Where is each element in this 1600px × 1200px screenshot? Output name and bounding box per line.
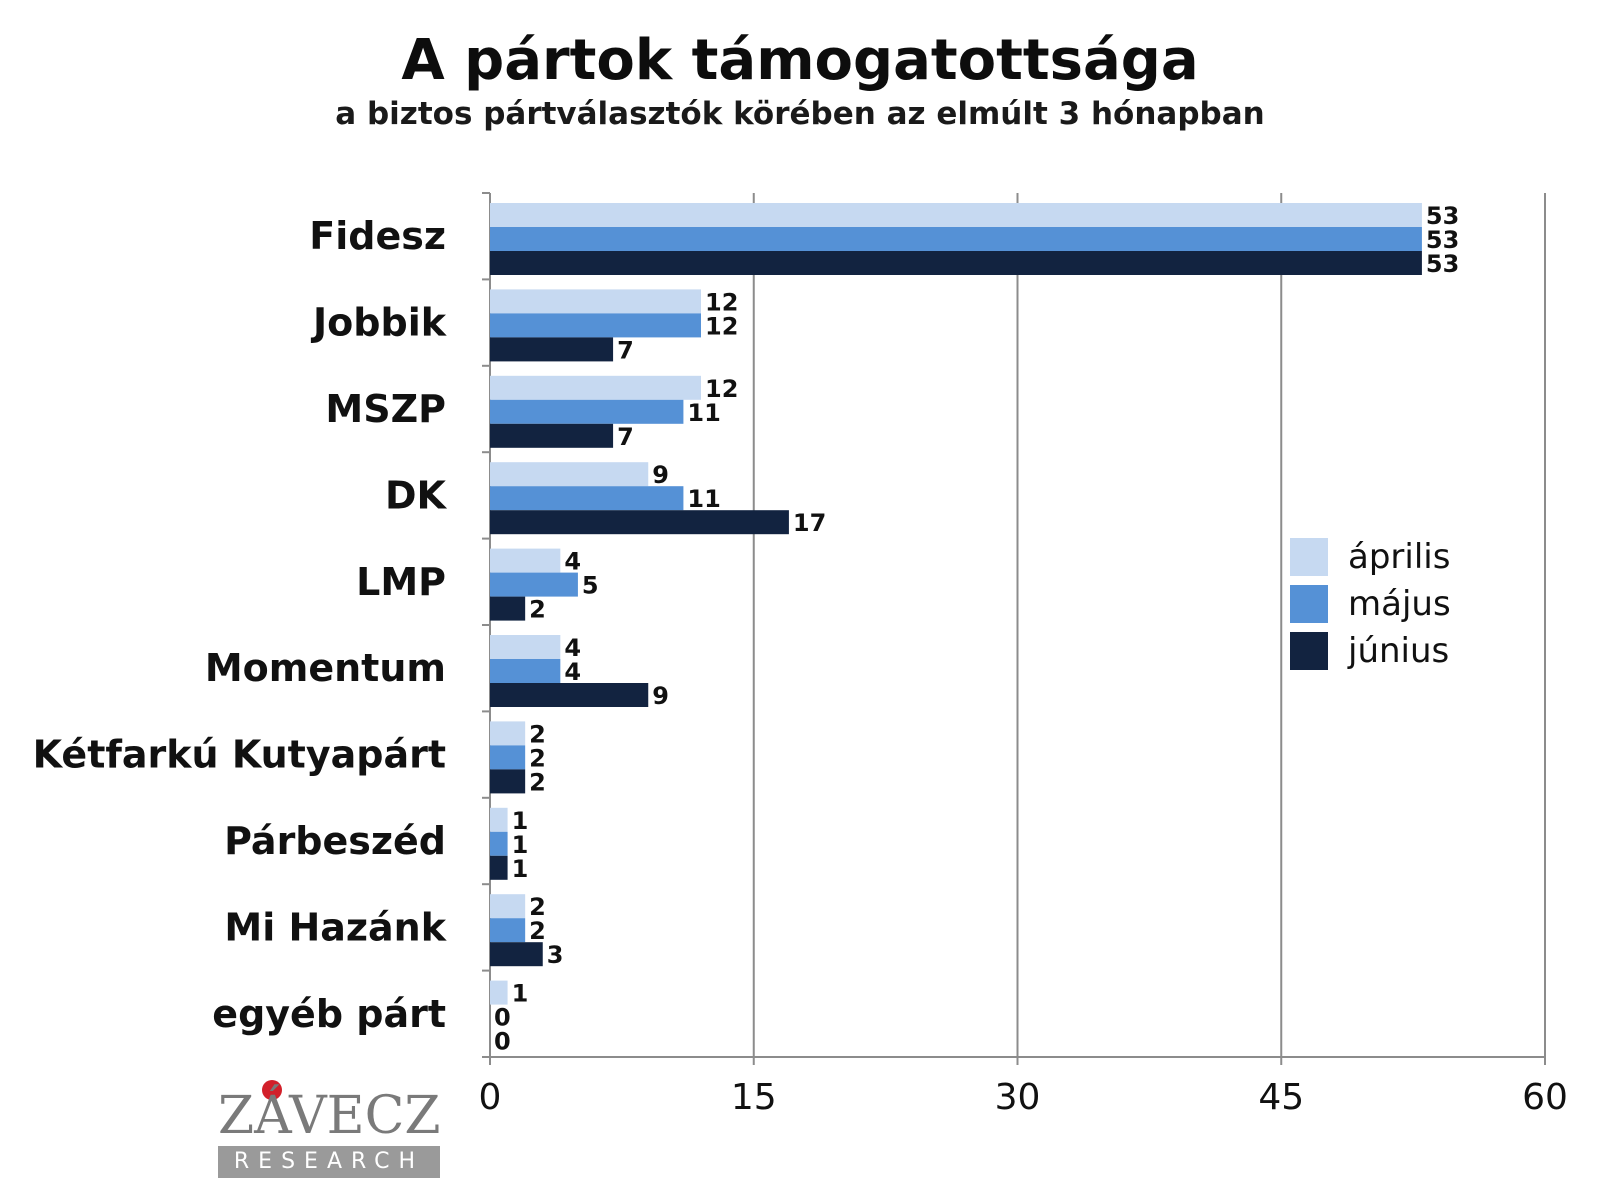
bar-május	[490, 313, 701, 338]
bar-április	[490, 721, 526, 746]
value-label: 3	[547, 941, 564, 969]
value-label: 1	[512, 980, 529, 1008]
bar-április	[490, 980, 508, 1005]
value-label: 9	[652, 682, 669, 710]
bar-június	[490, 855, 508, 880]
legend-swatch-április	[1290, 538, 1328, 576]
tick-label-45: 45	[1258, 1077, 1304, 1118]
tick-label-60: 60	[1522, 1077, 1568, 1118]
category-label: MSZP	[325, 387, 446, 431]
value-label: 2	[529, 893, 546, 921]
bar-június	[490, 769, 526, 794]
legend-label-június: június	[1347, 631, 1449, 671]
category-label: Momentum	[205, 646, 446, 690]
value-label: 2	[529, 744, 546, 772]
bar-április	[490, 462, 649, 487]
value-label: 2	[529, 917, 546, 945]
category-label: LMP	[356, 560, 446, 604]
value-label: 11	[687, 399, 720, 427]
value-label: 11	[687, 485, 720, 513]
value-label: 7	[617, 423, 634, 451]
tick-label-0: 0	[479, 1077, 502, 1118]
tick-label-30: 30	[995, 1077, 1041, 1118]
bar-május	[490, 486, 684, 511]
bar-április	[490, 289, 701, 314]
legend-label-április: április	[1348, 537, 1450, 577]
category-label: Mi Hazánk	[224, 905, 446, 949]
bar-április	[490, 375, 701, 400]
value-label: 1	[512, 807, 529, 835]
logo-red-dot	[262, 1080, 282, 1100]
bar-május	[490, 831, 508, 856]
legend: április május június	[1290, 537, 1451, 671]
tick-label-15: 15	[731, 1077, 777, 1118]
chart-subtitle: a biztos pártválasztók körében az elmúlt…	[335, 96, 1265, 132]
value-label: 9	[652, 461, 669, 489]
value-label: 53	[1426, 250, 1459, 278]
chart-title: A pártok támogatottsága	[401, 28, 1199, 93]
value-label: 12	[705, 288, 738, 316]
bar-június	[490, 423, 614, 448]
value-label: 7	[617, 336, 634, 364]
value-label: 53	[1426, 202, 1459, 230]
value-label: 0	[494, 1028, 511, 1056]
category-label: DK	[385, 473, 448, 517]
bar-április	[490, 635, 561, 659]
value-label: 4	[564, 548, 581, 576]
legend-label-május: május	[1348, 584, 1451, 624]
bar-június	[490, 251, 1422, 275]
bar-május	[490, 227, 1422, 251]
bar-június	[490, 683, 649, 707]
bars	[490, 203, 1422, 1005]
bar-június	[490, 596, 526, 621]
bar-május	[490, 918, 526, 943]
legend-swatch-május	[1290, 585, 1328, 623]
zavecz-research-logo: ZÁVECZ RESEARCH	[218, 1080, 441, 1180]
value-label: 4	[564, 658, 581, 686]
bar-május	[490, 572, 578, 597]
value-label: 53	[1426, 226, 1459, 254]
bar-június	[490, 337, 614, 362]
legend-swatch-június	[1290, 632, 1328, 670]
value-label: 17	[793, 509, 826, 537]
category-label: Kétfarkú Kutyapárt	[33, 733, 446, 777]
value-label: 12	[705, 375, 738, 403]
value-label: 5	[582, 572, 599, 600]
bar-június	[490, 510, 789, 535]
bar-június	[490, 942, 543, 967]
value-label: 12	[705, 312, 738, 340]
value-label: 4	[564, 634, 581, 662]
bar-április	[490, 548, 561, 573]
value-label: 2	[529, 768, 546, 796]
category-label: Fidesz	[309, 214, 446, 258]
logo-name: ZÁVECZ	[218, 1086, 441, 1146]
bar-május	[490, 399, 684, 424]
bar-április	[490, 203, 1422, 227]
value-label: 1	[512, 855, 529, 883]
grid-lines	[752, 193, 1546, 1057]
category-label: Párbeszéd	[224, 819, 446, 863]
bar-április	[490, 807, 508, 832]
value-label: 1	[512, 831, 529, 859]
category-label: egyéb párt	[212, 992, 446, 1036]
logo-tagline: RESEARCH	[218, 1146, 440, 1178]
value-label: 2	[529, 720, 546, 748]
bar-május	[490, 745, 526, 770]
category-label: Jobbik	[310, 301, 447, 345]
value-label: 0	[494, 1004, 511, 1032]
bar-május	[490, 659, 561, 683]
value-label: 2	[529, 596, 546, 624]
bar-április	[490, 894, 526, 919]
